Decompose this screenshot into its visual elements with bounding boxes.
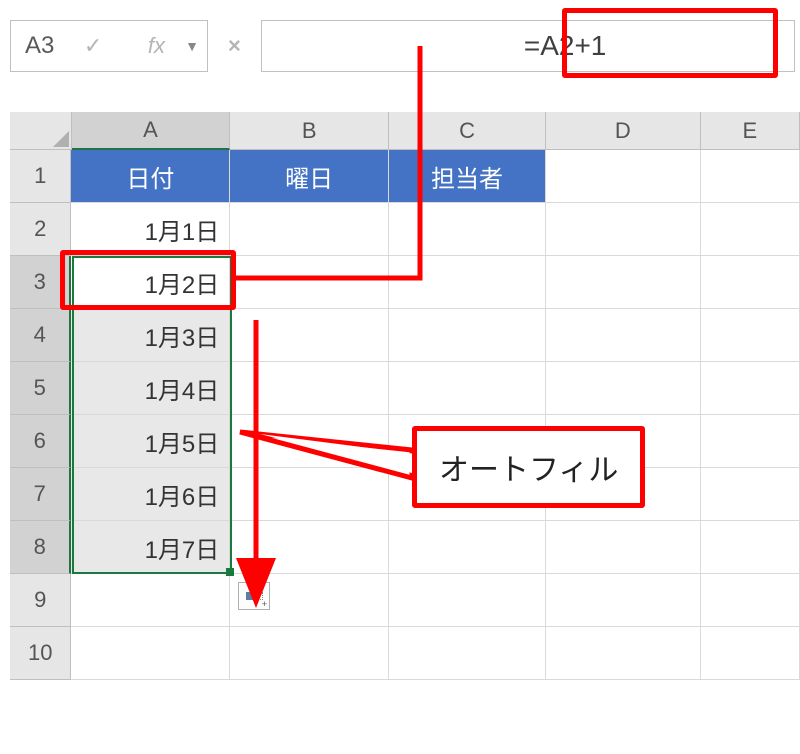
cell-A7[interactable]: 1月6日 xyxy=(71,468,230,521)
cell-A3[interactable]: 1月2日 xyxy=(71,256,230,309)
name-box-value: A3 xyxy=(25,32,54,60)
cell-D10[interactable] xyxy=(546,627,701,680)
col-header-D[interactable]: D xyxy=(546,112,701,150)
table-row: 2 1月1日 xyxy=(10,203,800,256)
cell-C10[interactable] xyxy=(389,627,546,680)
column-headers: A B C D E xyxy=(10,112,800,150)
cancel-icon[interactable]: × xyxy=(228,33,241,59)
plus-icon: + xyxy=(262,599,267,609)
cell-B5[interactable] xyxy=(230,362,389,415)
formula-bar-icons: × xyxy=(218,33,251,59)
cell-C5[interactable] xyxy=(389,362,546,415)
table-row: 6 1月5日 xyxy=(10,415,800,468)
cell-A8[interactable]: 1月7日 xyxy=(71,521,230,574)
cell-B6[interactable] xyxy=(230,415,389,468)
cell-A6[interactable]: 1月5日 xyxy=(71,415,230,468)
row-header-1[interactable]: 1 xyxy=(10,150,71,203)
cell-E5[interactable] xyxy=(701,362,800,415)
table-row: 3 1月2日 xyxy=(10,256,800,309)
table-row: 10 xyxy=(10,627,800,680)
row-header-3[interactable]: 3 xyxy=(10,256,71,309)
cell-A2[interactable]: 1月1日 xyxy=(71,203,230,256)
table-row: 1 日付 曜日 担当者 xyxy=(10,150,800,203)
spreadsheet-grid: A B C D E 1 日付 曜日 担当者 2 1月1日 3 1月2日 4 1月… xyxy=(10,112,800,680)
cell-D1[interactable] xyxy=(546,150,701,203)
fx-icon[interactable]: fx xyxy=(148,33,165,59)
name-box[interactable]: A3 ▼ xyxy=(10,20,208,72)
autofill-icon xyxy=(246,592,254,600)
row-header-7[interactable]: 7 xyxy=(10,468,71,521)
table-row: 7 1月6日 xyxy=(10,468,800,521)
cell-E10[interactable] xyxy=(701,627,800,680)
col-header-A[interactable]: A xyxy=(72,112,231,150)
select-all-corner[interactable] xyxy=(10,112,72,150)
cell-B8[interactable] xyxy=(230,521,389,574)
callout-label: オートフィル xyxy=(439,454,618,487)
col-header-C[interactable]: C xyxy=(389,112,546,150)
cell-E2[interactable] xyxy=(701,203,800,256)
cell-E4[interactable] xyxy=(701,309,800,362)
cell-C2[interactable] xyxy=(389,203,546,256)
cell-D2[interactable] xyxy=(546,203,701,256)
table-row: 9 xyxy=(10,574,800,627)
cell-A10[interactable] xyxy=(71,627,230,680)
table-row: 5 1月4日 xyxy=(10,362,800,415)
enter-icon[interactable]: ✓ xyxy=(84,33,102,59)
formula-text: =A2+1 xyxy=(524,30,607,62)
cell-B3[interactable] xyxy=(230,256,389,309)
cell-C8[interactable] xyxy=(389,521,546,574)
cell-E6[interactable] xyxy=(701,415,800,468)
cell-E8[interactable] xyxy=(701,521,800,574)
cell-E9[interactable] xyxy=(701,574,800,627)
cell-E1[interactable] xyxy=(701,150,800,203)
cell-D5[interactable] xyxy=(546,362,701,415)
cell-B10[interactable] xyxy=(230,627,389,680)
table-row: 4 1月3日 xyxy=(10,309,800,362)
cell-E3[interactable] xyxy=(701,256,800,309)
cell-B7[interactable] xyxy=(230,468,389,521)
dropdown-icon[interactable]: ▼ xyxy=(185,38,199,54)
row-header-4[interactable]: 4 xyxy=(10,309,71,362)
row-header-9[interactable]: 9 xyxy=(10,574,71,627)
cell-D4[interactable] xyxy=(546,309,701,362)
cell-A9[interactable] xyxy=(71,574,230,627)
row-header-2[interactable]: 2 xyxy=(10,203,71,256)
row-header-10[interactable]: 10 xyxy=(10,627,71,680)
cell-D3[interactable] xyxy=(546,256,701,309)
col-header-E[interactable]: E xyxy=(701,112,800,150)
formula-input[interactable]: fx ✓ =A2+1 xyxy=(261,20,795,72)
cell-A4[interactable]: 1月3日 xyxy=(71,309,230,362)
cell-E7[interactable] xyxy=(701,468,800,521)
row-header-5[interactable]: 5 xyxy=(10,362,71,415)
cell-A1[interactable]: 日付 xyxy=(71,150,230,203)
row-header-8[interactable]: 8 xyxy=(10,521,71,574)
cell-A5[interactable]: 1月4日 xyxy=(71,362,230,415)
cell-C9[interactable] xyxy=(389,574,546,627)
row-header-6[interactable]: 6 xyxy=(10,415,71,468)
callout-autofill: オートフィル xyxy=(412,426,645,508)
cell-B4[interactable] xyxy=(230,309,389,362)
cell-C3[interactable] xyxy=(389,256,546,309)
cell-B2[interactable] xyxy=(230,203,389,256)
formula-bar: A3 ▼ × fx ✓ =A2+1 xyxy=(10,18,795,74)
cell-B1[interactable]: 曜日 xyxy=(230,150,389,203)
col-header-B[interactable]: B xyxy=(230,112,389,150)
cell-D8[interactable] xyxy=(546,521,701,574)
cell-C4[interactable] xyxy=(389,309,546,362)
cell-C1[interactable]: 担当者 xyxy=(389,150,546,203)
autofill-options-button[interactable]: + xyxy=(238,582,270,610)
cell-D9[interactable] xyxy=(546,574,701,627)
table-row: 8 1月7日 xyxy=(10,521,800,574)
